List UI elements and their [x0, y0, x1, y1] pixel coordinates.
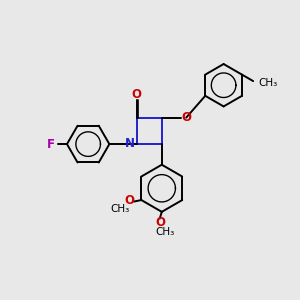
Text: O: O — [181, 110, 191, 124]
Text: N: N — [124, 137, 134, 150]
Text: O: O — [155, 216, 165, 229]
Text: CH₃: CH₃ — [110, 205, 130, 214]
Text: O: O — [124, 194, 135, 207]
Text: F: F — [47, 138, 55, 151]
Text: O: O — [132, 88, 142, 101]
Text: CH₃: CH₃ — [155, 226, 174, 237]
Text: CH₃: CH₃ — [258, 79, 278, 88]
